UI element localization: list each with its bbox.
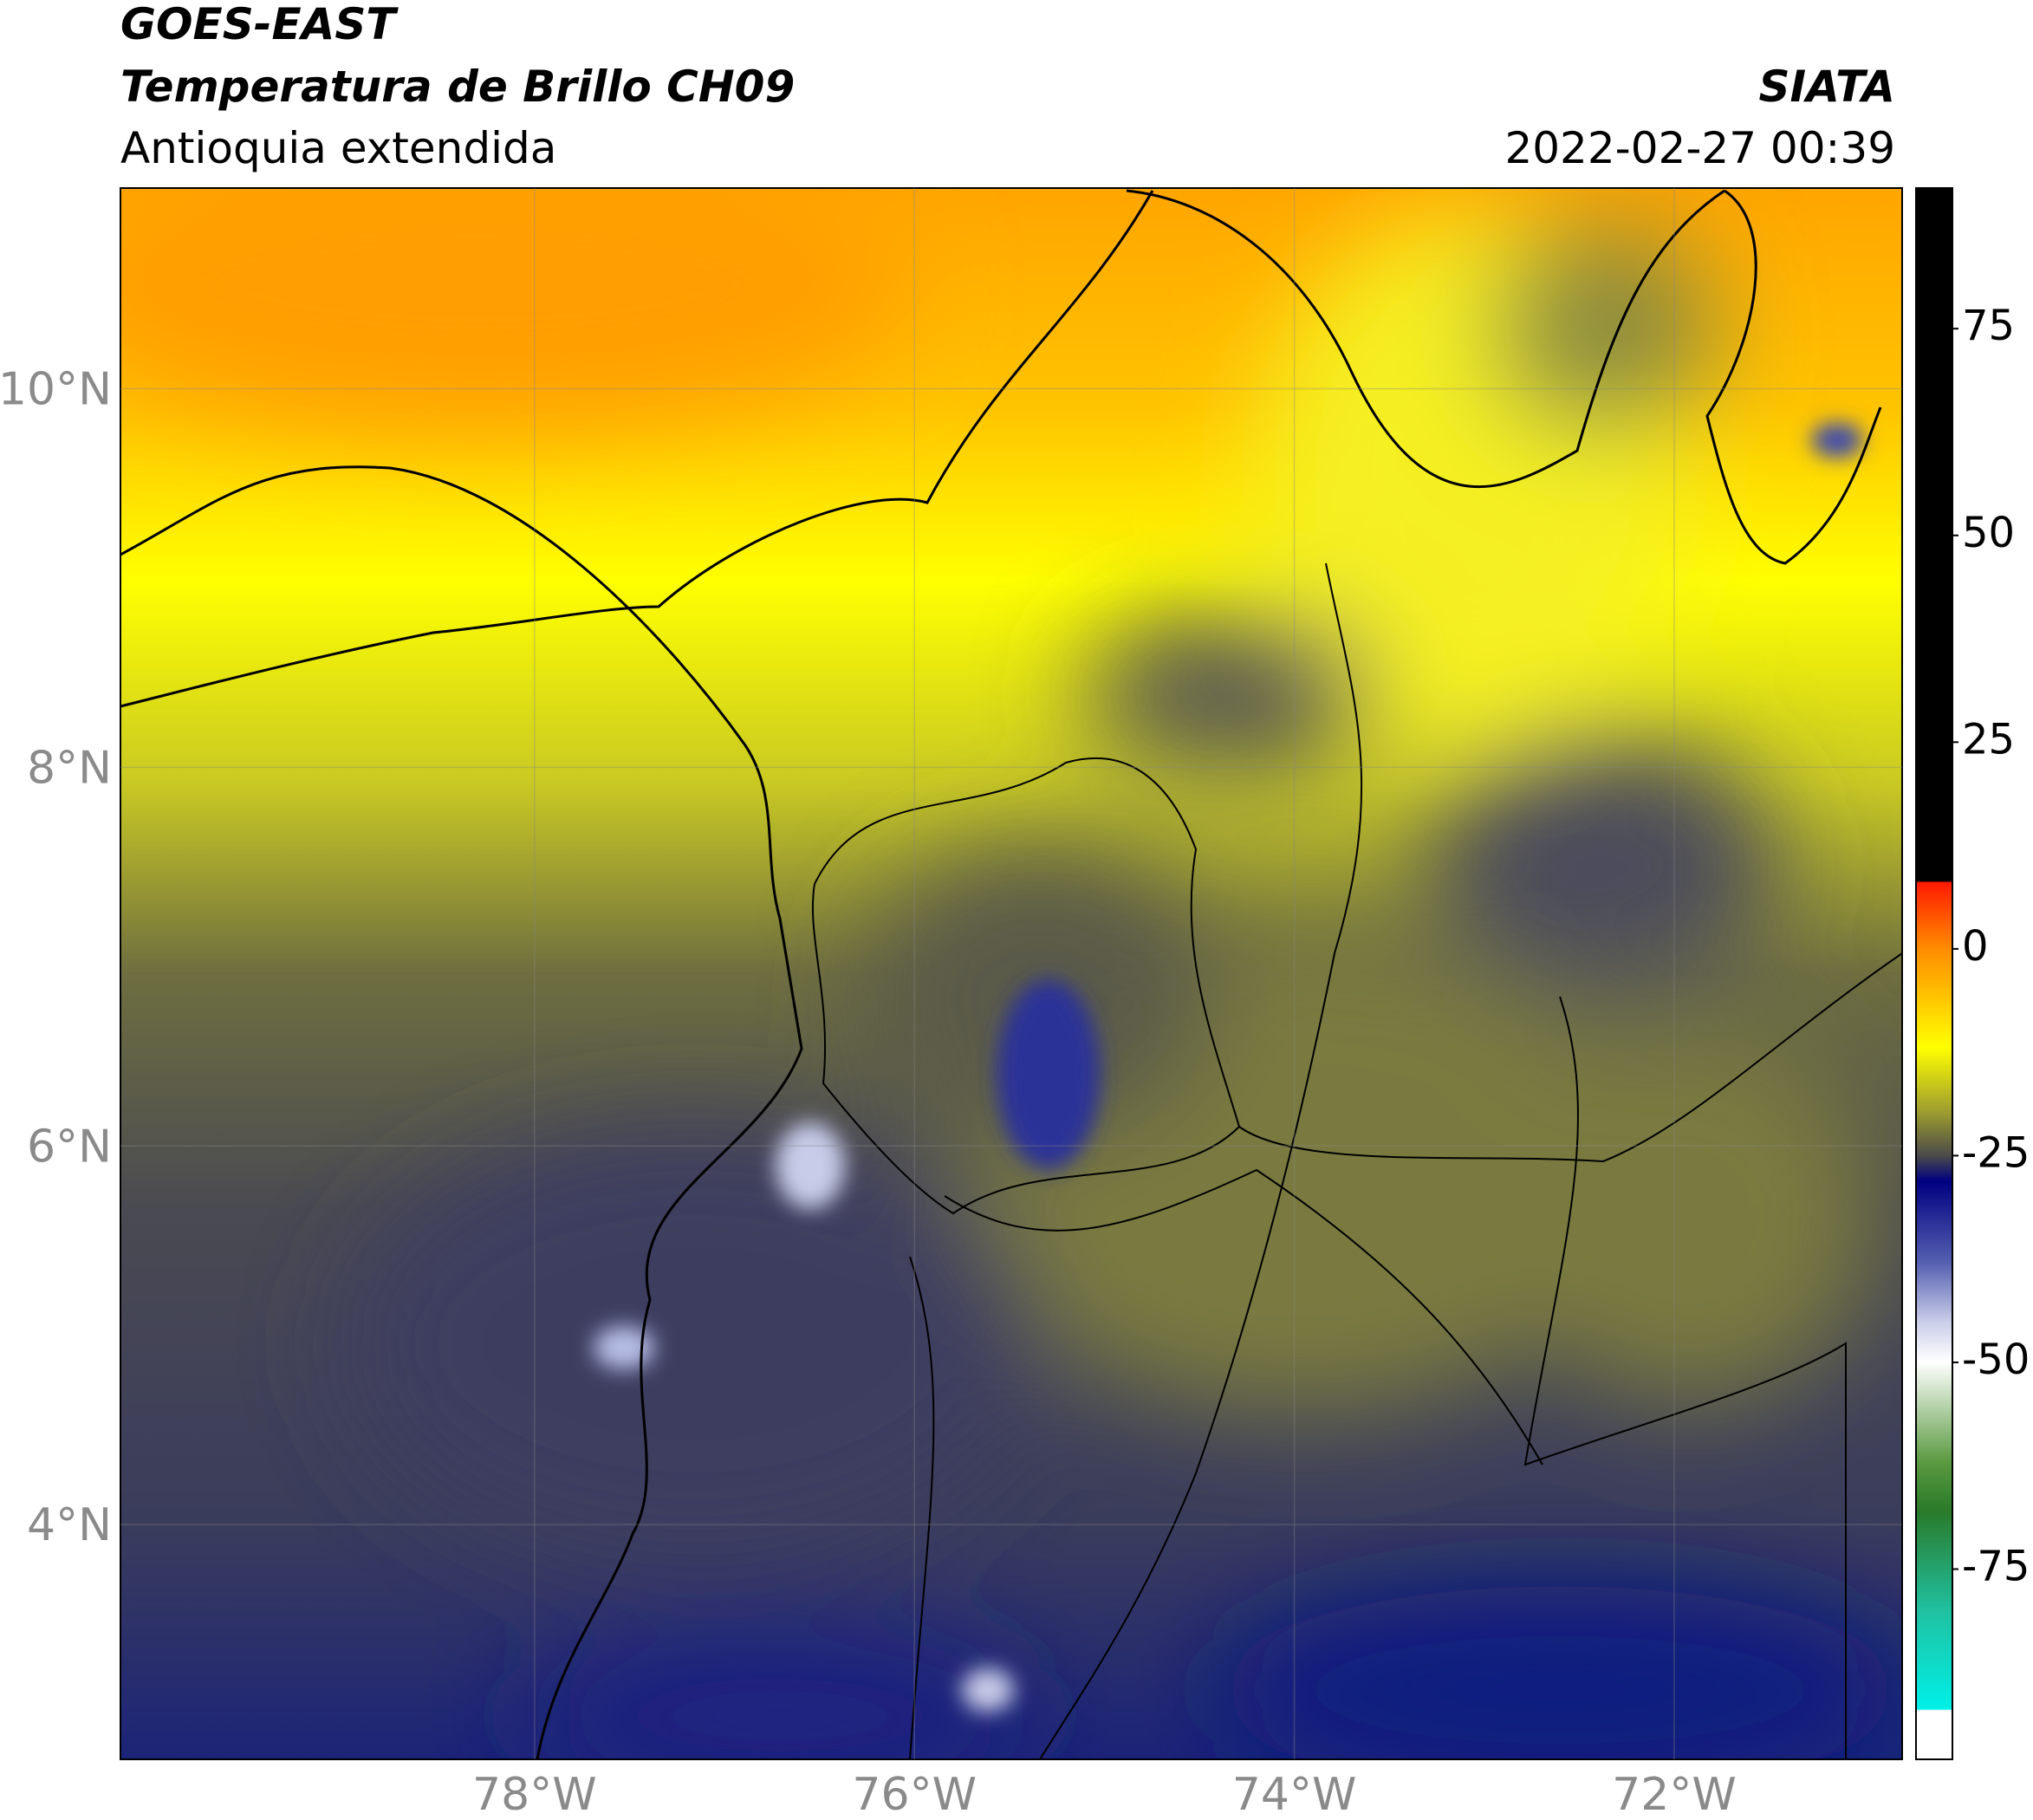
- colorbar: [1915, 187, 1953, 1760]
- admin-borders: [811, 562, 1902, 1759]
- colorbar-tick-label: -50: [1962, 1336, 2030, 1384]
- colorbar-tick-label: -75: [1962, 1543, 2030, 1591]
- colorbar-tick-label: -25: [1962, 1128, 2030, 1177]
- region: Antioquia extendida: [120, 123, 556, 173]
- title: GOES-EAST: [120, 0, 399, 49]
- source: SIATA: [1759, 62, 1895, 112]
- lon-tick-label: 72°W: [1612, 1769, 1737, 1820]
- colorbar-tick-label: 75: [1962, 302, 2015, 350]
- lat-tick-label: 4°N: [27, 1499, 112, 1551]
- colorbar-tick-label: 50: [1962, 509, 2015, 557]
- lon-tick-label: 78°W: [472, 1769, 597, 1820]
- subtitle: Temperatura de Brillo CH09: [120, 62, 795, 112]
- datetime: 2022-02-27 00:39: [1504, 123, 1895, 173]
- lat-tick-label: 6°N: [27, 1121, 112, 1173]
- cloud-field: [120, 188, 1902, 1759]
- colorbar-tick-label: 0: [1962, 922, 1989, 971]
- lon-tick-label: 74°W: [1232, 1769, 1357, 1820]
- map-frame: [120, 187, 1903, 1760]
- colorbar-tick-label: 25: [1962, 715, 2015, 764]
- coastlines: [120, 189, 1882, 1759]
- lat-tick-label: 10°N: [0, 364, 112, 416]
- lon-tick-label: 76°W: [852, 1769, 977, 1820]
- map-image: [120, 188, 1902, 1759]
- lat-tick-label: 8°N: [27, 742, 112, 794]
- convective-cells: [594, 423, 1863, 1712]
